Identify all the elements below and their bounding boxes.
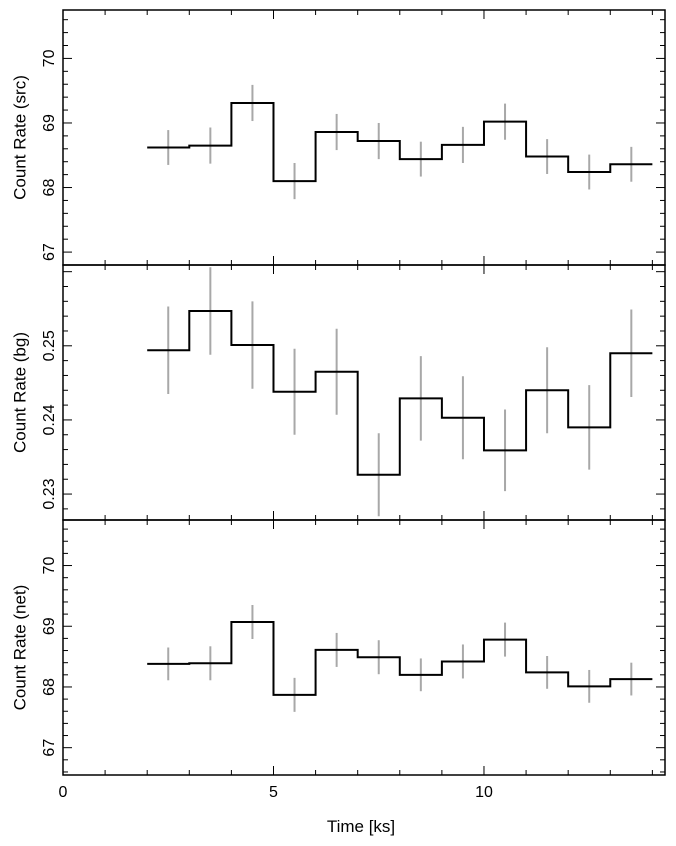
panel-frame (62, 264, 666, 521)
panel-data-net (147, 605, 653, 712)
y-tick-label: 67 (41, 243, 58, 261)
y-axis-label-net: Count Rate (net) (10, 585, 29, 711)
y-tick-label: 68 (41, 678, 58, 696)
x-axis: 0 5 10 (59, 784, 493, 801)
panel-frame (62, 9, 666, 266)
panel-bg: 0.23 0.24 0.25 Count Rate (bg) (10, 264, 666, 521)
panel-frame (62, 519, 666, 776)
y-tick-label: 70 (41, 49, 58, 67)
y-tick-label: 69 (41, 617, 58, 635)
y-tick-label: 0.23 (41, 478, 58, 509)
y-tick-label: 0.25 (41, 330, 58, 361)
x-axis-label: Time [ks] (327, 817, 395, 836)
x-tick-label: 0 (59, 784, 68, 801)
y-axis-label-bg: Count Rate (bg) (10, 332, 29, 453)
y-tick-label: 69 (41, 114, 58, 132)
y-axis-label-src: Count Rate (src) (10, 75, 29, 200)
x-tick-label: 5 (269, 784, 278, 801)
y-tick-label: 68 (41, 179, 58, 197)
step-line-bg (147, 309, 653, 476)
y-tick-label: 70 (41, 557, 58, 575)
panel-data-src (147, 84, 653, 200)
y-tick-label: 0.24 (41, 404, 58, 435)
y-tick-label: 67 (41, 739, 58, 757)
panel-src: 67 68 69 70 Count Rate (src) (10, 9, 666, 266)
panel-net: 67 68 69 70 Count Rate (net) (10, 519, 666, 776)
step-line-src (147, 101, 653, 183)
panels-layer: 67 68 69 70 Count Rate (src) 0.23 0.24 0.25 Coun… (10, 9, 666, 776)
x-tick-label: 10 (475, 784, 493, 801)
step-line-net (147, 621, 653, 696)
panel-data-bg (147, 267, 653, 517)
